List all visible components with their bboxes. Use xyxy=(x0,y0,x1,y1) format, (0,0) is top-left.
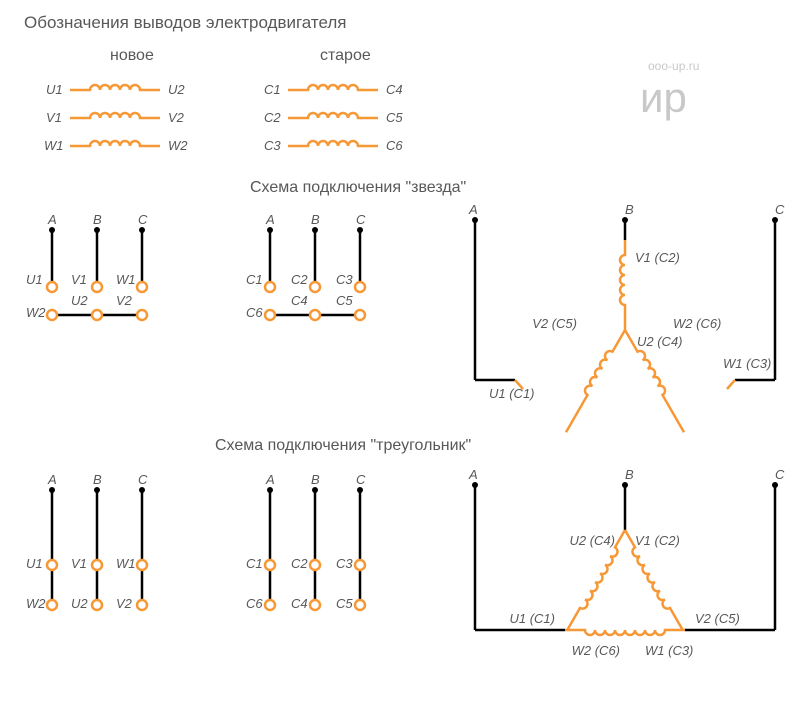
phase-a: A xyxy=(47,212,57,227)
legend-new: U1 U2 V1 V2 W1 W2 xyxy=(44,82,188,153)
lbl-v1: V1 xyxy=(46,110,62,125)
watermark-logo: ир xyxy=(640,74,687,121)
s-v1: V1 (C2) xyxy=(635,250,680,265)
d-v1l: V1 (C2) xyxy=(635,533,680,548)
lbl-u1: U1 xyxy=(46,82,63,97)
d-u1: U1 xyxy=(26,556,43,571)
d-w2l: W2 (C6) xyxy=(572,643,620,658)
t-u1: U1 xyxy=(26,272,43,287)
lbl-c5: C5 xyxy=(386,110,403,125)
lbl-w2: W2 xyxy=(168,138,188,153)
sb: B xyxy=(625,202,634,217)
page-title: Обозначения выводов электродвигателя xyxy=(24,13,347,32)
t-w2: W2 xyxy=(26,305,46,320)
d-v2: V2 xyxy=(116,596,133,611)
phase-c: C xyxy=(138,472,148,487)
t-w1: W1 xyxy=(116,272,136,287)
phase-c: C xyxy=(138,212,148,227)
t-c3: C3 xyxy=(336,272,353,287)
t-v1: V1 xyxy=(71,272,87,287)
old-label: старое xyxy=(320,47,371,64)
lbl-c4: C4 xyxy=(386,82,403,97)
t-c6: C6 xyxy=(246,305,263,320)
phase-b: B xyxy=(311,472,320,487)
d-v1: V1 xyxy=(71,556,87,571)
da: A xyxy=(468,467,478,482)
phase-a: A xyxy=(47,472,57,487)
lbl-u2: U2 xyxy=(168,82,185,97)
star-block-old: A B C C1 C2 C3 C6 C4 C5 xyxy=(246,212,366,320)
delta-block-new: A B C U1 V1 W1 W2 U2 V2 xyxy=(26,472,148,611)
d-c3: C3 xyxy=(336,556,353,571)
delta-schematic: A B C U2 (C4) V1 (C2) U1 (C1) V2 (C5) W2… xyxy=(468,467,785,658)
phase-b: B xyxy=(93,212,102,227)
phase-c: C xyxy=(356,472,366,487)
t-c2: C2 xyxy=(291,272,308,287)
d-c6: C6 xyxy=(246,596,263,611)
lbl-c6: C6 xyxy=(386,138,403,153)
s-u2: U2 (C4) xyxy=(637,334,683,349)
t-c1: C1 xyxy=(246,272,263,287)
t-c4: C4 xyxy=(291,293,308,308)
t-u2: U2 xyxy=(71,293,88,308)
d-w1: W1 xyxy=(116,556,136,571)
lbl-c3: C3 xyxy=(264,138,281,153)
d-u1l: U1 (C1) xyxy=(509,611,555,626)
d-u2: U2 xyxy=(71,596,88,611)
s-w2: W2 (C6) xyxy=(673,316,721,331)
phase-b: B xyxy=(93,472,102,487)
d-c4: C4 xyxy=(291,596,308,611)
s-w1: W1 (C3) xyxy=(723,356,771,371)
db: B xyxy=(625,467,634,482)
delta-title: Схема подключения "треугольник" xyxy=(215,437,471,454)
lbl-c2: C2 xyxy=(264,110,281,125)
lbl-c1: C1 xyxy=(264,82,281,97)
s-v2: V2 (C5) xyxy=(532,316,577,331)
s-u1: U1 (C1) xyxy=(489,386,535,401)
d-w2: W2 xyxy=(26,596,46,611)
t-v2: V2 xyxy=(116,293,133,308)
d-c2: C2 xyxy=(291,556,308,571)
phase-c: C xyxy=(356,212,366,227)
legend-old: C1 C4 C2 C5 C3 C6 xyxy=(264,82,403,153)
phase-a: A xyxy=(265,472,275,487)
star-block-new: A B C U1 V1 W1 W2 U2 V2 xyxy=(26,212,148,320)
lbl-w1: W1 xyxy=(44,138,64,153)
t-c5: C5 xyxy=(336,293,353,308)
d-c1: C1 xyxy=(246,556,263,571)
phase-a: A xyxy=(265,212,275,227)
lbl-v2: V2 xyxy=(168,110,185,125)
star-title: Схема подключения "звезда" xyxy=(250,179,466,196)
sc: C xyxy=(775,202,785,217)
delta-block-old: A B C C1 C2 C3 C6 C4 C5 xyxy=(246,472,366,611)
dc: C xyxy=(775,467,785,482)
watermark-site: ooo-up.ru xyxy=(648,59,699,73)
d-u2l: U2 (C4) xyxy=(569,533,615,548)
d-w1l: W1 (C3) xyxy=(645,643,693,658)
sa: A xyxy=(468,202,478,217)
d-c5: C5 xyxy=(336,596,353,611)
new-label: новое xyxy=(110,47,154,64)
d-v2l: V2 (C5) xyxy=(695,611,740,626)
phase-b: B xyxy=(311,212,320,227)
star-schematic: A B C V1 (C2) V2 (C5) W2 (C6) U2 (C4) W1… xyxy=(468,202,785,432)
